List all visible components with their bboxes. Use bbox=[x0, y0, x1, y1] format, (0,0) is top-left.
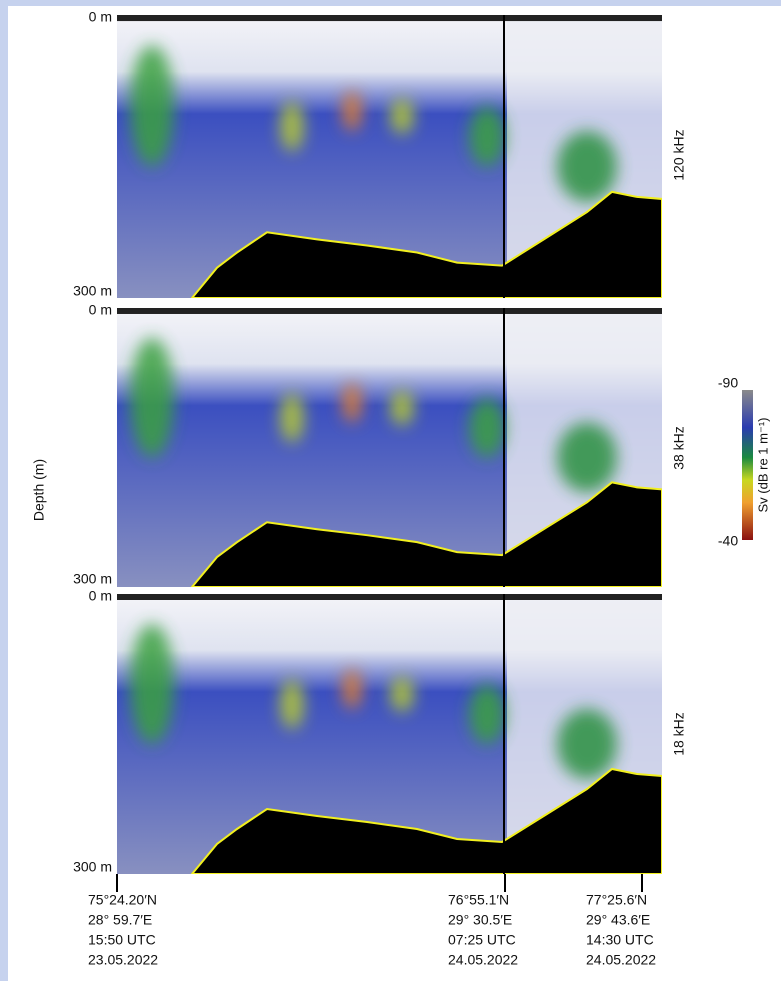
station-label: 29° 30.5′E bbox=[448, 912, 512, 928]
y-axis-label: Depth (m) bbox=[31, 459, 47, 521]
frequency: 38 kHz bbox=[671, 426, 687, 470]
station-label: 28° 59.7′E bbox=[88, 912, 152, 928]
frequency: 18 kHz bbox=[671, 712, 687, 756]
echogram bbox=[117, 308, 662, 587]
depth-top: 0 m bbox=[89, 9, 112, 25]
depth-bottom: 300 m bbox=[73, 859, 112, 875]
station-label: 14:30 UTC bbox=[586, 932, 654, 948]
colorbar-min: -40 bbox=[718, 533, 738, 549]
colorbar bbox=[742, 390, 753, 540]
echogram bbox=[117, 594, 662, 874]
station-label: 75°24.20′N bbox=[88, 892, 157, 908]
depth-top: 0 m bbox=[89, 588, 112, 604]
station-label: 23.05.2022 bbox=[88, 952, 158, 968]
station-label: 76°55.1′N bbox=[448, 892, 509, 908]
station-label: 07:25 UTC bbox=[448, 932, 516, 948]
frequency: 120 kHz bbox=[671, 129, 687, 180]
station-label: 77°25.6′N bbox=[586, 892, 647, 908]
depth-bottom: 300 m bbox=[73, 571, 112, 587]
station-label: 15:50 UTC bbox=[88, 932, 156, 948]
depth-top: 0 m bbox=[89, 302, 112, 318]
colorbar-max: -90 bbox=[718, 375, 738, 391]
station-label: 29° 43.6′E bbox=[586, 912, 650, 928]
station-label: 24.05.2022 bbox=[586, 952, 656, 968]
depth-bottom: 300 m bbox=[73, 283, 112, 299]
echogram bbox=[117, 15, 662, 298]
frame bbox=[0, 0, 8, 981]
station-label: 24.05.2022 bbox=[448, 952, 518, 968]
frame bbox=[0, 0, 781, 6]
colorbar-label: Sv (dB re 1 m⁻¹) bbox=[755, 418, 770, 513]
